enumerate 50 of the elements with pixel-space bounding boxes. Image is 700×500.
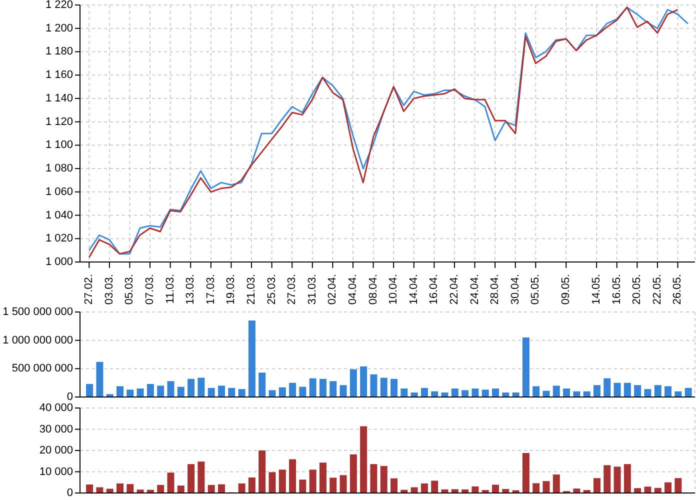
y-tick-label: 1 080 [45,162,73,175]
x-tick-label: 20.05. [631,274,644,305]
x-tick-label: 24.04. [468,274,481,305]
y-tick-label: 1 220 [45,0,73,11]
x-tick-label: 04.04. [346,274,359,305]
y-tick-label: 1 000 [45,256,73,268]
y-tick-label: 1 180 [45,46,73,58]
x-tick-label: 14.04. [408,274,420,305]
x-tick-label: 08.04. [367,274,380,305]
y-tick-label: 0 [66,487,73,499]
x-tick-label: 30.04. [509,274,522,305]
y-tick-label: 1 060 [45,186,73,198]
y-tick-label: 1 160 [45,69,73,82]
y-tick-label: 10 000 [39,466,73,478]
x-tick-label: 16.04. [428,274,440,305]
x-tick-label: 27.03. [286,274,298,305]
x-tick-label: 31.03. [306,274,318,305]
x-tick-label: 10.04. [388,274,400,305]
y-tick-label: 1 000 000 000 [2,334,73,346]
x-tick-label: 03.03. [103,274,116,305]
y-tick-label: 1 200 [45,22,73,34]
x-tick-label: 19.03. [225,274,238,305]
y-tick-label: 500 000 000 [12,362,73,375]
y-tick-label: 1 500 000 000 [2,306,73,318]
x-tick-label: 05.05. [530,274,542,305]
y-tick-label: 1 040 [45,209,73,222]
x-tick-label: 21.03. [246,274,258,305]
x-tick-label: 22.05. [651,274,664,305]
x-tick-label: 28.04. [489,274,502,305]
x-tick-label: 11.03. [164,274,176,304]
x-tick-label: 07.03. [144,274,156,305]
y-tick-label: 40 000 [39,402,73,414]
x-tick-label: 27.02. [83,274,96,305]
y-tick-label: 1 020 [45,232,73,245]
y-tick-label: 20 000 [39,444,73,456]
x-tick-label: 22.04. [448,274,460,305]
y-tick-label: 0 [66,391,73,403]
x-tick-label: 13.03. [184,274,197,305]
y-tick-label: 1 140 [45,92,73,104]
x-tick-label: 05.03. [124,274,136,305]
x-tick-label: 09.05. [560,274,572,305]
y-tick-label: 1 120 [45,116,73,128]
x-tick-label: 02.04. [326,274,339,305]
x-tick-label: 25.03. [266,274,278,305]
x-tick-label: 16.05. [610,274,623,305]
x-tick-label: 17.03. [204,274,217,305]
x-tick-label: 26.05. [672,274,684,305]
y-tick-label: 1 100 [45,139,73,152]
x-tick-label: 14.05. [590,274,603,305]
y-tick-label: 30 000 [39,423,73,436]
